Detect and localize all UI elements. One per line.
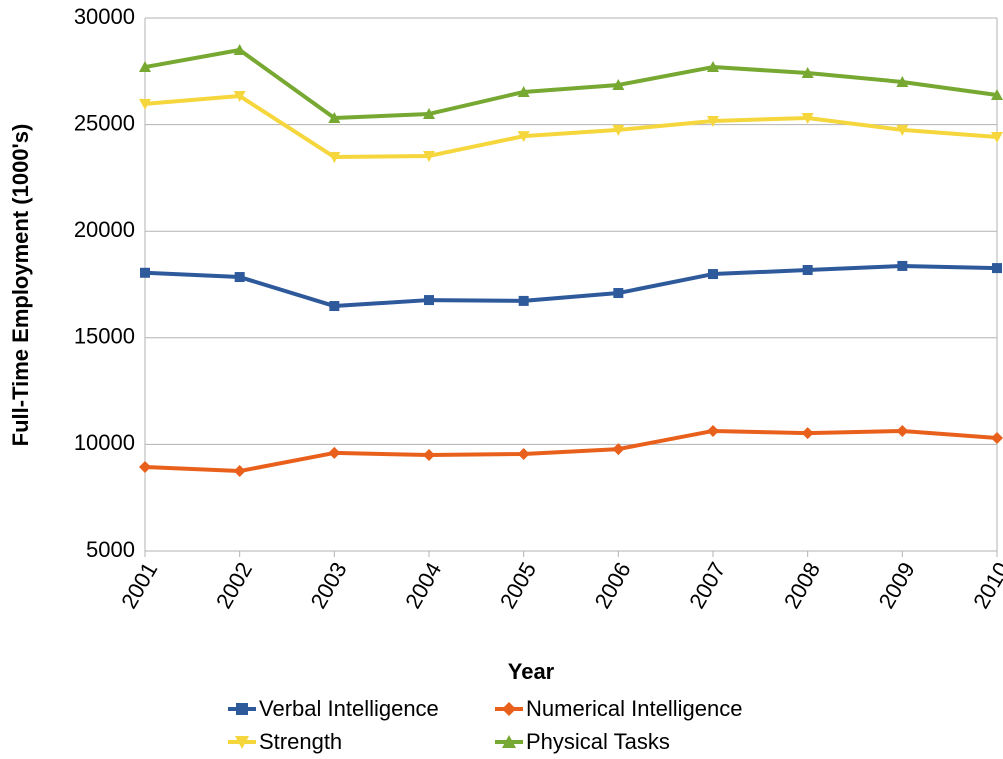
- x-tick-label: 2009: [874, 558, 920, 613]
- x-tick-label: 2008: [779, 558, 825, 613]
- legend-label: Verbal Intelligence: [259, 696, 439, 721]
- point-marker: [991, 131, 1003, 143]
- x-tick-label: 2003: [306, 558, 352, 613]
- point-marker: [140, 267, 150, 278]
- x-tick-label: 2002: [211, 558, 257, 613]
- point-marker: [897, 260, 908, 271]
- legend-marker: [502, 702, 516, 716]
- point-marker: [139, 98, 151, 110]
- point-marker: [896, 75, 909, 87]
- point-marker: [612, 78, 625, 90]
- series-line: [144, 263, 998, 309]
- legend-label: Strength: [259, 729, 342, 754]
- point-marker: [612, 443, 625, 456]
- point-marker: [517, 447, 530, 460]
- point-marker: [991, 88, 1003, 100]
- point-marker: [896, 424, 909, 437]
- legend-marker: [502, 735, 516, 748]
- point-marker: [991, 432, 1003, 445]
- y-tick-label: 5000: [86, 537, 135, 562]
- point-marker: [518, 295, 529, 306]
- y-tick-label: 10000: [74, 430, 135, 455]
- point-marker: [233, 43, 246, 55]
- point-marker: [234, 272, 245, 283]
- point-marker: [801, 67, 814, 79]
- x-tick-label: 2010: [968, 558, 1003, 613]
- point-marker: [517, 131, 530, 143]
- legend-label: Numerical Intelligence: [526, 696, 742, 721]
- point-marker: [707, 424, 719, 437]
- y-tick-label: 30000: [74, 4, 135, 29]
- x-tick-label: 2005: [495, 558, 541, 613]
- point-marker: [328, 152, 341, 164]
- point-marker: [612, 124, 625, 136]
- x-tick-label: 2007: [684, 558, 730, 613]
- x-tick-label: 2004: [400, 558, 446, 613]
- point-marker: [328, 446, 341, 459]
- point-marker: [613, 288, 624, 299]
- y-tick-label: 20000: [74, 217, 135, 242]
- legend-marker: [235, 736, 249, 749]
- point-marker: [423, 150, 435, 162]
- point-marker: [423, 449, 435, 462]
- series-line: [144, 428, 998, 474]
- point-marker: [517, 85, 530, 97]
- point-marker: [423, 107, 435, 119]
- x-tick-label: 2001: [116, 558, 162, 613]
- point-marker: [801, 112, 814, 124]
- x-axis-title: Year: [508, 659, 555, 684]
- series-line: [144, 47, 998, 120]
- point-marker: [139, 460, 151, 473]
- y-tick-label: 15000: [74, 324, 135, 349]
- point-marker: [992, 263, 1002, 274]
- point-marker: [707, 61, 719, 73]
- point-marker: [328, 111, 341, 123]
- point-marker: [708, 269, 718, 280]
- series-line: [144, 94, 998, 160]
- legend-label: Physical Tasks: [526, 729, 670, 754]
- point-marker: [233, 465, 246, 478]
- point-marker: [801, 427, 814, 440]
- point-marker: [896, 124, 909, 136]
- point-marker: [139, 61, 151, 73]
- point-marker: [424, 295, 434, 306]
- y-tick-label: 25000: [74, 110, 135, 135]
- x-tick-label: 2006: [590, 558, 636, 613]
- y-axis-title: Full-Time Employment (1000's): [8, 124, 33, 447]
- point-marker: [329, 301, 340, 312]
- point-marker: [707, 115, 719, 127]
- point-marker: [802, 265, 813, 276]
- legend-marker: [236, 703, 248, 715]
- point-marker: [233, 91, 246, 103]
